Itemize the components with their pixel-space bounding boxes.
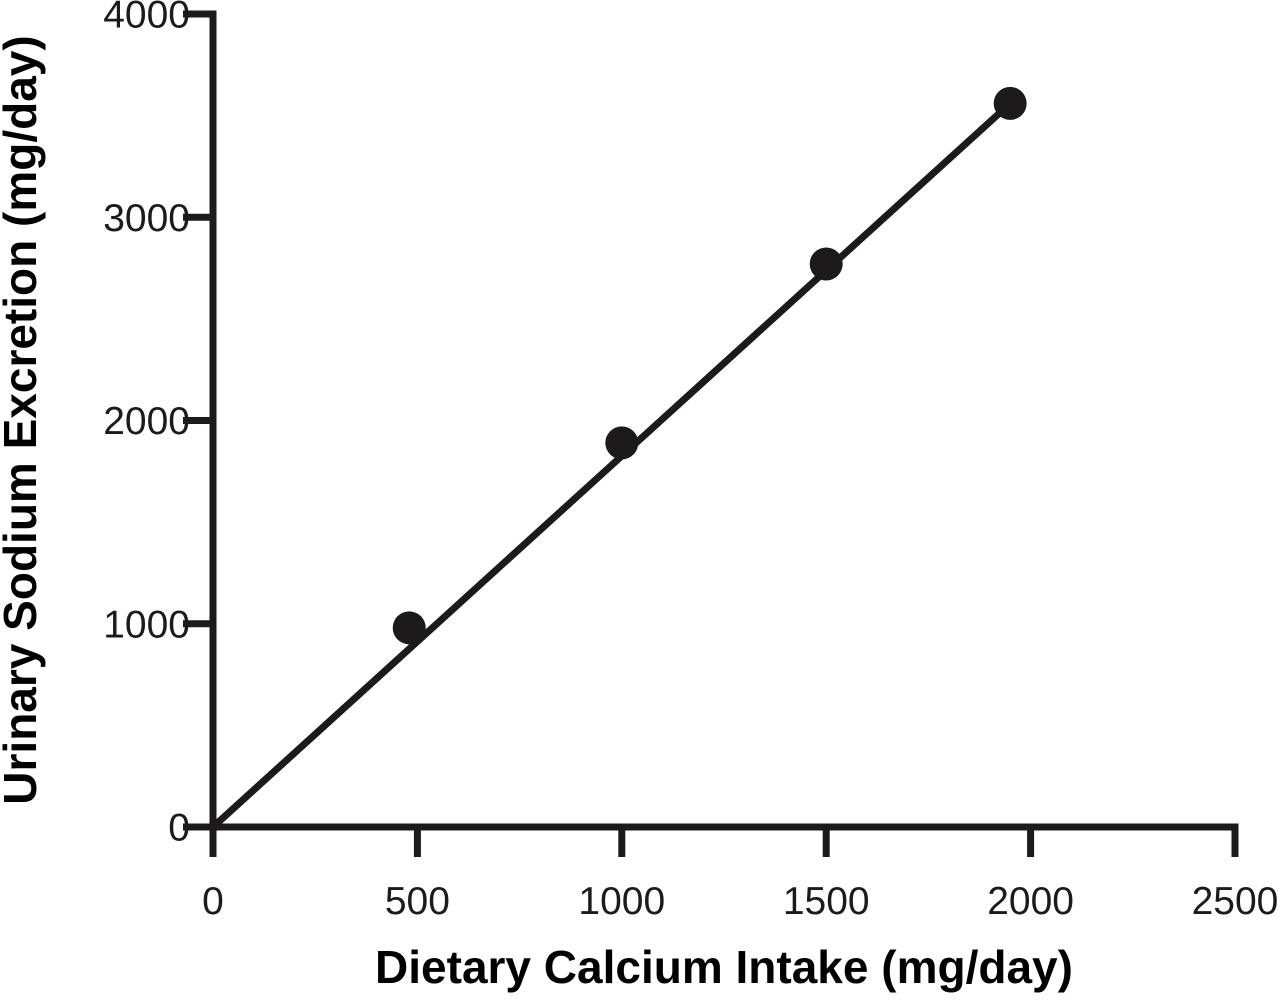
y-tick-label: 2000 bbox=[103, 400, 190, 443]
data-point bbox=[392, 611, 426, 645]
fit-line bbox=[210, 100, 1013, 830]
y-tick-label: 3000 bbox=[103, 197, 190, 240]
data-point bbox=[993, 86, 1027, 120]
y-axis-tick-labels: 0 1000 2000 3000 4000 bbox=[103, 0, 190, 850]
x-axis-ticks bbox=[209, 827, 1239, 857]
x-axis-title: Dietary Calcium Intake (mg/day) bbox=[375, 941, 1073, 993]
x-tick-label: 2500 bbox=[1192, 880, 1279, 923]
y-axis-ticks bbox=[183, 10, 213, 831]
x-axis-tick-labels: 0 500 1000 1500 2000 2500 bbox=[202, 880, 1278, 923]
data-point bbox=[605, 426, 639, 460]
y-tick-label: 0 bbox=[168, 807, 190, 850]
x-tick-label: 1500 bbox=[783, 880, 870, 923]
x-tick-label: 0 bbox=[202, 880, 224, 923]
x-tick-label: 2000 bbox=[987, 880, 1074, 923]
y-axis-title: Urinary Sodium Excretion (mg/day) bbox=[0, 35, 46, 804]
y-tick-label: 4000 bbox=[103, 0, 190, 37]
y-tick-label: 1000 bbox=[103, 603, 190, 646]
x-tick-label: 1000 bbox=[578, 880, 665, 923]
data-point bbox=[809, 247, 843, 281]
fit-line-segment bbox=[210, 100, 1013, 830]
x-tick-label: 500 bbox=[385, 880, 450, 923]
axes bbox=[209, 10, 1239, 831]
data-points bbox=[392, 86, 1027, 645]
